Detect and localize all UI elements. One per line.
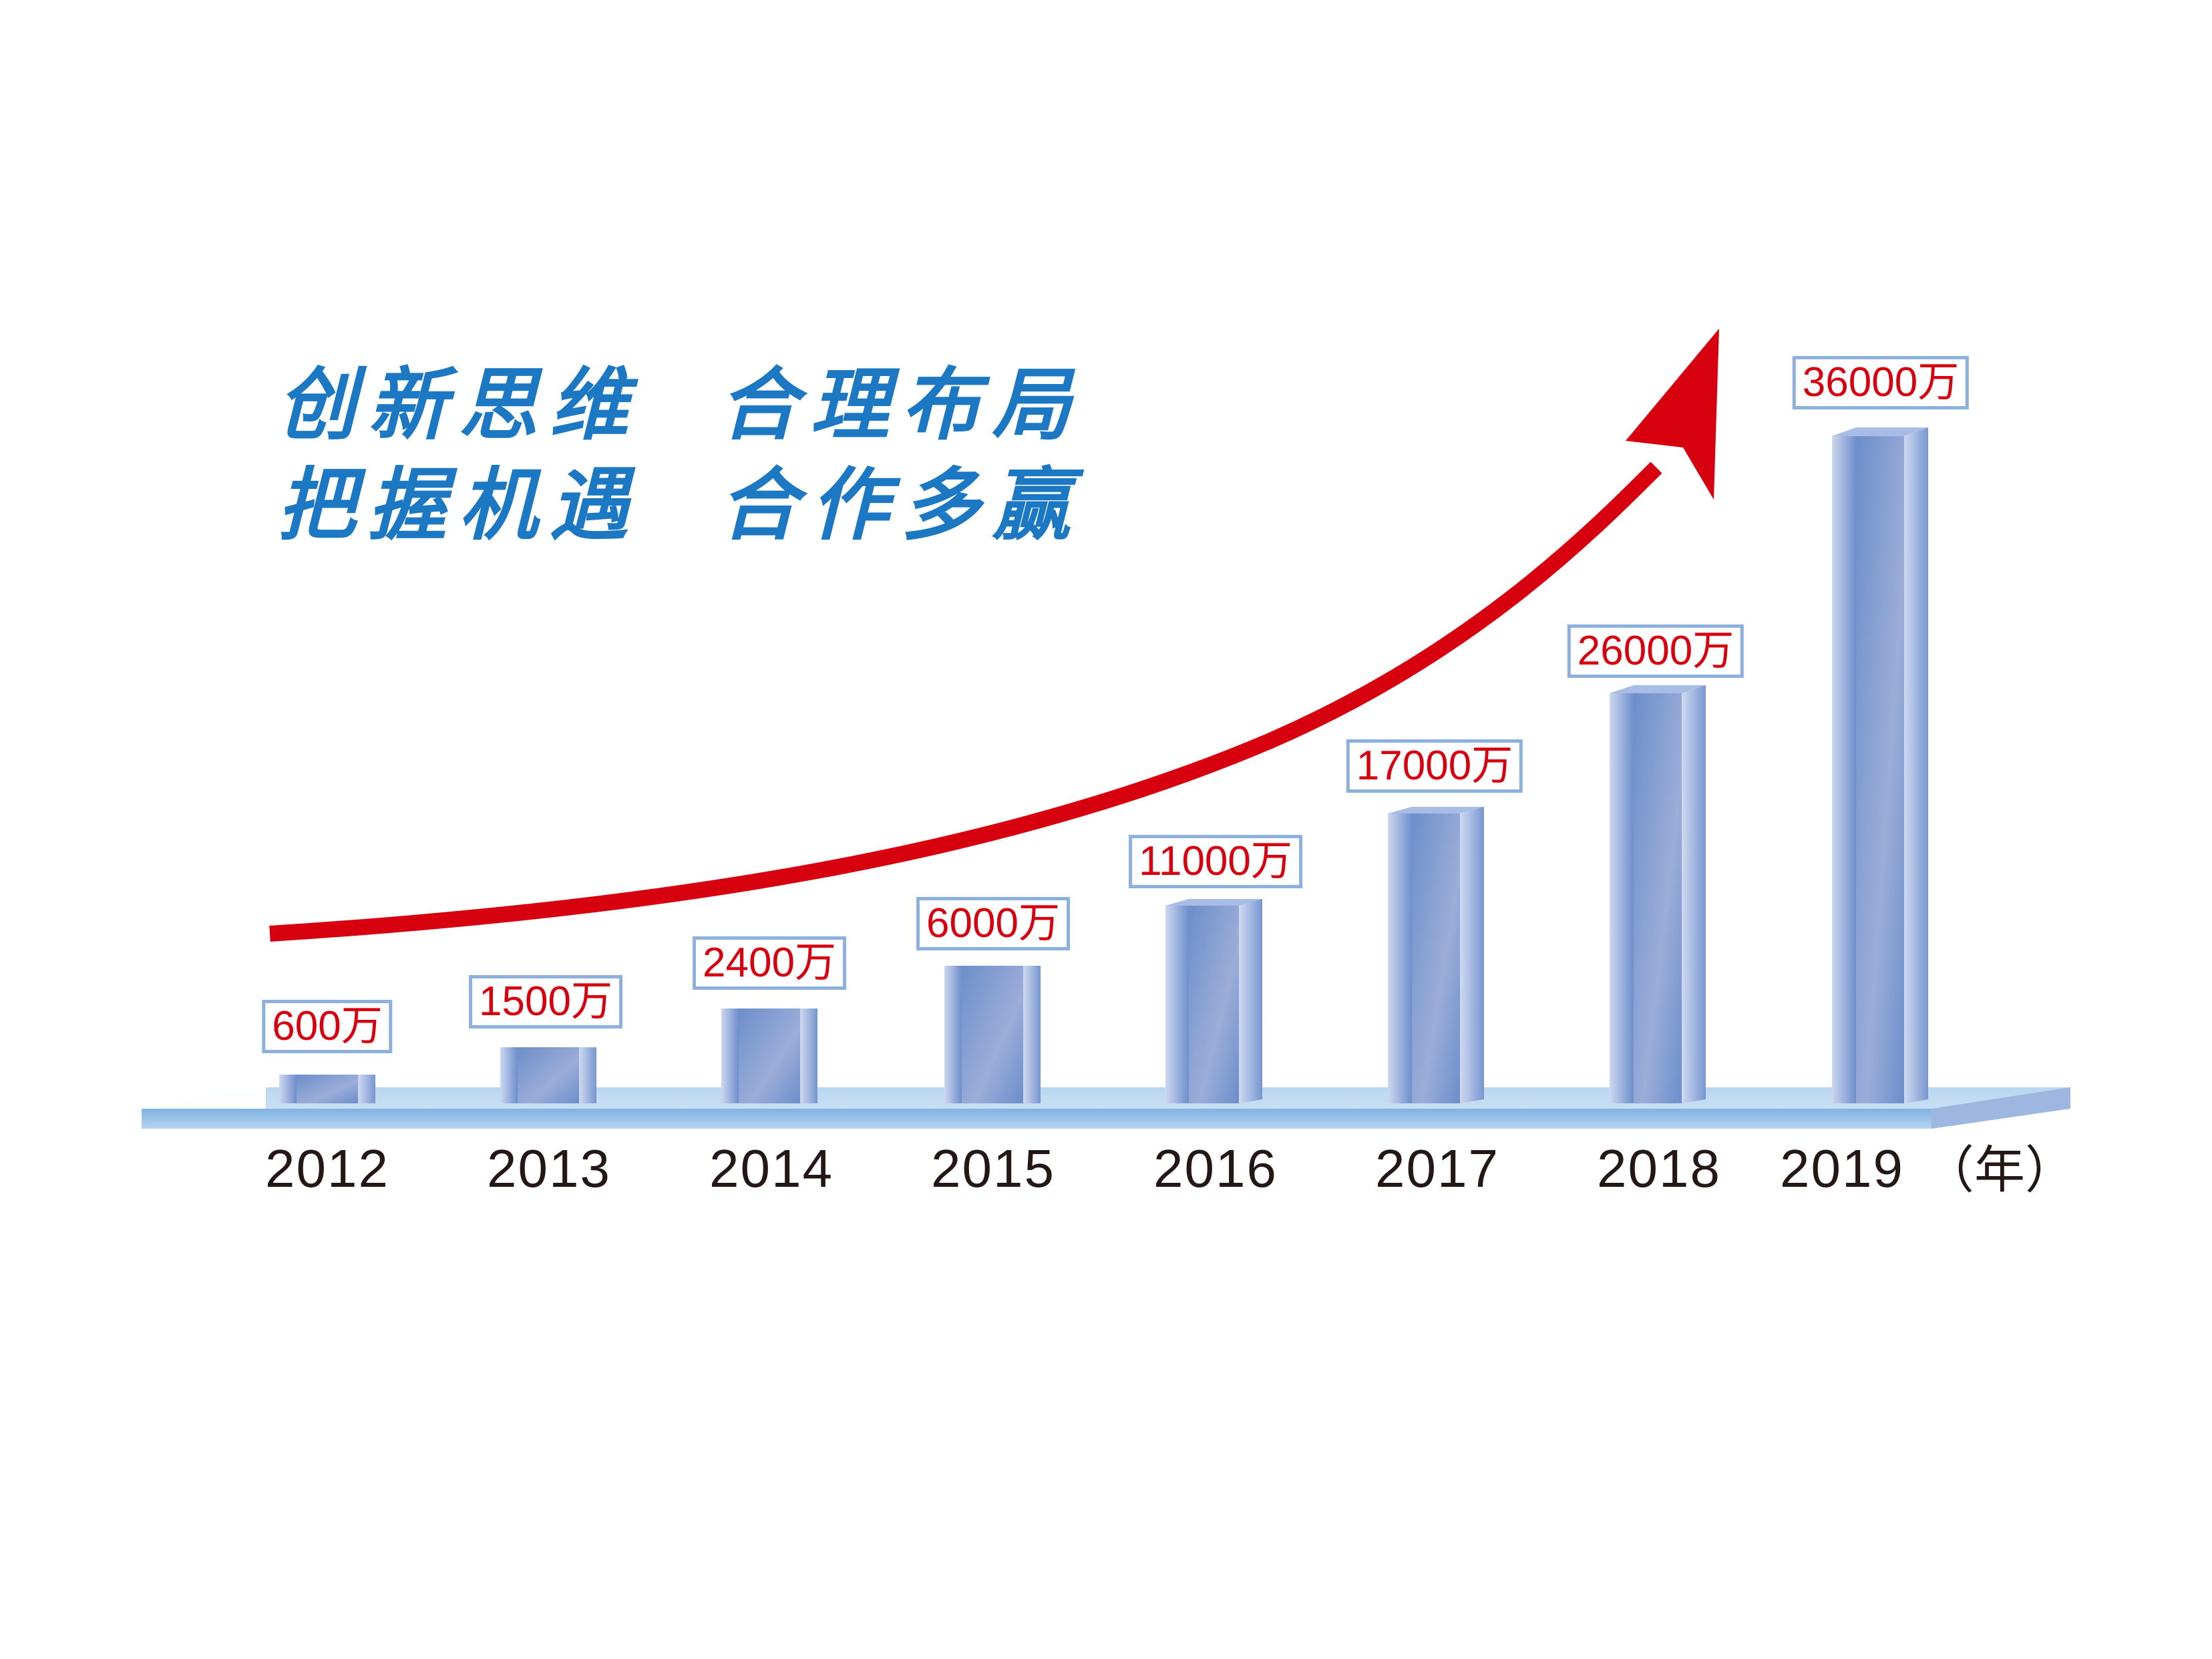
year-label-2014: 2014 [709, 1139, 834, 1198]
year-label-2017: 2017 [1375, 1139, 1499, 1198]
value-label-2019: 36000万 [1792, 356, 1970, 409]
bar-2016 [1165, 899, 1262, 1103]
bar-2019 [1832, 427, 1928, 1103]
year-label-2016: 2016 [1153, 1139, 1278, 1198]
value-label-2016: 11000万 [1129, 835, 1302, 888]
value-label-2018: 26000万 [1567, 624, 1744, 678]
slogan-line-2: 把握机遇 合作多赢 [277, 458, 1083, 551]
bar-2018 [1610, 685, 1706, 1103]
value-label-2013: 1500万 [469, 975, 622, 1029]
year-label-2019: 2019 [1780, 1139, 1904, 1198]
bar-2012 [279, 1075, 375, 1103]
axis-unit-label: （年） [1923, 1140, 2076, 1200]
year-label-2015: 2015 [931, 1139, 1055, 1198]
year-label-2013: 2013 [487, 1139, 611, 1198]
base-platform [140, 1087, 2070, 1129]
value-label-2012: 600万 [262, 1000, 393, 1053]
year-label-2012: 2012 [265, 1139, 389, 1198]
bar-2014 [721, 1008, 817, 1103]
value-label-2014: 2400万 [693, 936, 846, 990]
trend-arrow-icon [269, 329, 1719, 942]
bar-2013 [500, 1047, 596, 1103]
bar-2017 [1388, 807, 1484, 1103]
slogan-line-1: 创新思维 合理布局 [277, 358, 1083, 451]
year-label-2018: 2018 [1597, 1139, 1721, 1198]
value-label-2017: 17000万 [1346, 739, 1523, 793]
value-label-2015: 6000万 [916, 897, 1070, 950]
bar-2015 [944, 966, 1041, 1103]
